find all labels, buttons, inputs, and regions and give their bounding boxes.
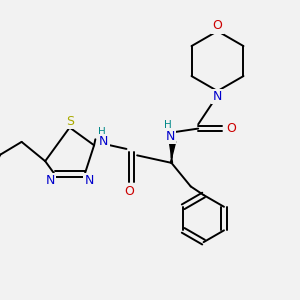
Text: S: S — [66, 115, 74, 128]
Text: N: N — [213, 90, 222, 103]
Text: O: O — [125, 185, 135, 198]
Text: N: N — [99, 135, 109, 148]
Text: H: H — [98, 127, 106, 137]
Text: N: N — [84, 174, 94, 187]
Text: N: N — [166, 130, 175, 142]
Text: H: H — [164, 120, 172, 130]
Text: O: O — [226, 122, 236, 135]
Polygon shape — [169, 141, 176, 163]
Text: N: N — [46, 174, 55, 187]
Text: O: O — [213, 19, 222, 32]
